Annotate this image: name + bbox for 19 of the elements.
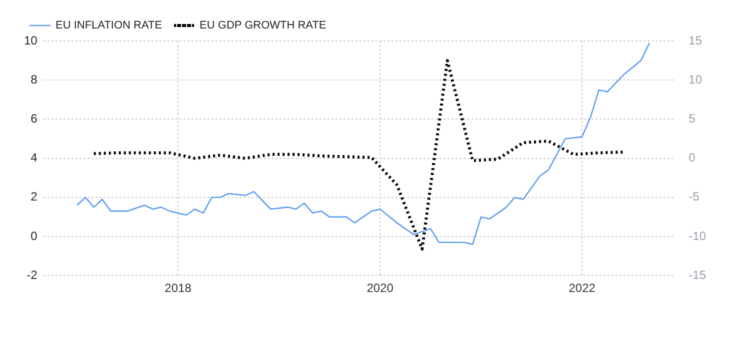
legend-label: EU INFLATION RATE	[56, 20, 162, 32]
y2-tick-label: -5	[688, 190, 700, 204]
y-tick-label: 10	[24, 33, 38, 48]
y-tick-label: 8	[30, 72, 38, 86]
y2-tick-label: -10	[688, 228, 706, 243]
legend-label: EU GDP GROWTH RATE	[200, 20, 326, 32]
x-tick-label: 2020	[366, 281, 394, 296]
y-tick-label: 0	[30, 228, 38, 243]
y2-tick-label: 15	[688, 33, 702, 48]
y2-tick-label: 5	[688, 112, 696, 126]
y-tick-label: 4	[30, 150, 38, 165]
y-tick-label: -2	[26, 268, 38, 282]
y-tick-label: 6	[30, 112, 38, 126]
x-tick-label: 2022	[568, 281, 596, 296]
y2-tick-label: -15	[688, 268, 706, 282]
y2-tick-label: 10	[688, 72, 702, 86]
y2-tick-label: 0	[688, 150, 696, 165]
x-tick-label: 2018	[164, 281, 192, 296]
y-tick-label: 2	[30, 190, 38, 204]
